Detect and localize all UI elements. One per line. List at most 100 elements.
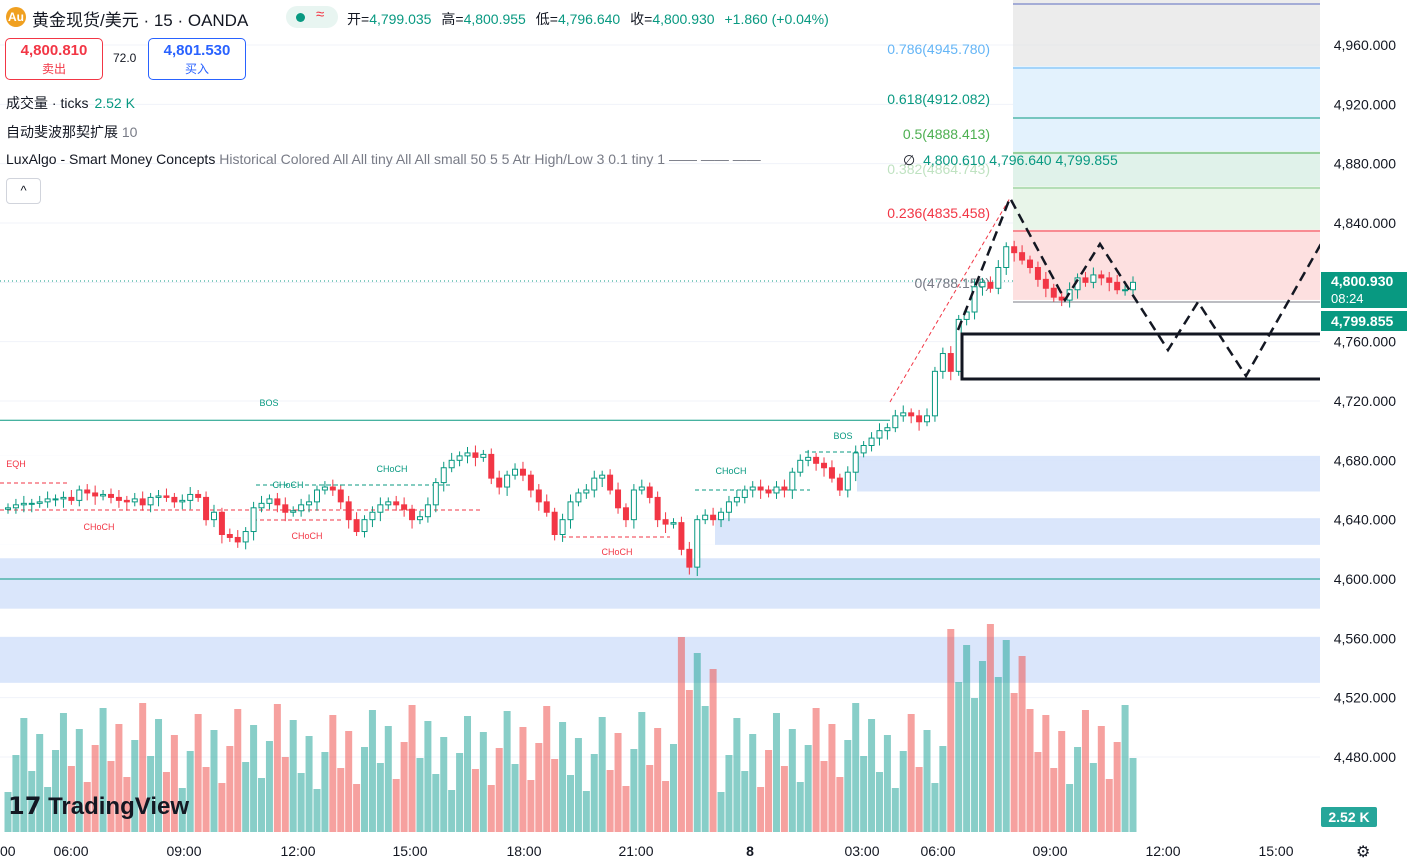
price-tick-label: 4,720.000 bbox=[1334, 393, 1396, 409]
gold-symbol-icon[interactable]: Au bbox=[6, 7, 26, 27]
candle-body bbox=[171, 496, 178, 503]
market-status-pill[interactable]: ≈ bbox=[286, 6, 338, 28]
indicator-fib[interactable]: 自动斐波那契扩展 10 bbox=[6, 124, 138, 140]
buy-price: 4,801.530 bbox=[163, 42, 231, 59]
order-block-zone bbox=[0, 558, 1320, 609]
volume-bar bbox=[654, 728, 662, 832]
volume-bar bbox=[67, 766, 75, 832]
candle-body bbox=[646, 486, 653, 498]
candle-body bbox=[931, 370, 938, 417]
volume-bar bbox=[194, 714, 202, 832]
volume-bar bbox=[907, 714, 915, 832]
candle-body bbox=[155, 495, 162, 498]
candle-body bbox=[1011, 246, 1018, 254]
volume-bar bbox=[337, 768, 345, 832]
candle-body bbox=[313, 489, 320, 503]
sell-button[interactable]: 4,800.810 卖出 bbox=[5, 38, 103, 80]
tradingview-logo[interactable]: 𝟭𝟳 TradingView bbox=[8, 793, 189, 820]
volume-bar bbox=[258, 778, 266, 832]
volume-bar bbox=[44, 787, 52, 832]
price-tick-label: 4,760.000 bbox=[1334, 334, 1396, 350]
symbol-title[interactable]: 黄金现货/美元 · 15 · OANDA bbox=[32, 11, 249, 30]
volume-bar bbox=[495, 748, 503, 832]
eqh-label: EQH bbox=[6, 459, 26, 469]
volume-bar bbox=[1018, 656, 1026, 832]
price-tick-label: 4,520.000 bbox=[1334, 690, 1396, 706]
volume-bar bbox=[567, 775, 574, 832]
price-tick-label: 4,960.000 bbox=[1334, 37, 1396, 53]
candle-body bbox=[464, 452, 471, 457]
volume-bar bbox=[1026, 709, 1034, 832]
candle-body bbox=[424, 504, 431, 518]
volume-bar bbox=[685, 690, 693, 832]
candle-body bbox=[139, 498, 146, 506]
volume-bar bbox=[677, 637, 685, 832]
candle-body bbox=[20, 502, 27, 506]
indicator-volume[interactable]: 成交量 · ticks 2.52 K bbox=[6, 95, 135, 111]
volume-bar bbox=[947, 629, 955, 832]
candle-body bbox=[5, 507, 11, 510]
candle-body bbox=[765, 489, 772, 494]
candle-body bbox=[995, 267, 1002, 289]
fib-band bbox=[1013, 229, 1320, 300]
volume-bar bbox=[12, 755, 20, 832]
candle-body bbox=[242, 531, 249, 543]
collapse-legend-button[interactable]: ^ bbox=[6, 178, 41, 204]
candle-body bbox=[876, 430, 883, 439]
candle-body bbox=[369, 511, 376, 521]
settings-gear-icon[interactable]: ⚙ bbox=[1356, 844, 1371, 861]
candle-body bbox=[187, 493, 194, 501]
time-tick-label: 09:00 bbox=[1032, 843, 1067, 859]
candle-body bbox=[662, 519, 669, 525]
candle-body bbox=[821, 462, 828, 469]
volume-bar bbox=[1113, 742, 1121, 832]
candle-body bbox=[892, 415, 899, 429]
indicator-luxalgo[interactable]: LuxAlgo - Smart Money Concepts Historica… bbox=[6, 151, 761, 167]
time-tick-label: 00 bbox=[0, 843, 16, 859]
volume-bar bbox=[1034, 752, 1042, 832]
choch-label: CHoCH bbox=[376, 464, 407, 474]
volume-bar bbox=[717, 792, 725, 832]
candle-body bbox=[757, 486, 764, 491]
volume-bar bbox=[836, 777, 844, 832]
fib-level-label: 0.5(4888.413) bbox=[903, 126, 990, 142]
volume-bar bbox=[749, 734, 757, 832]
volume-bar bbox=[162, 772, 170, 832]
bos-label: BOS bbox=[259, 398, 278, 408]
volume-bar bbox=[923, 730, 931, 832]
candle-body bbox=[551, 511, 558, 535]
volume-bar bbox=[242, 762, 250, 832]
candle-body bbox=[1003, 246, 1010, 269]
volume-bar bbox=[400, 742, 408, 832]
candle-body bbox=[1122, 289, 1129, 292]
volume-bar bbox=[868, 719, 876, 832]
zigzag-projection bbox=[956, 195, 1332, 379]
volume-bar bbox=[883, 735, 891, 832]
volume-bar bbox=[226, 746, 234, 832]
candle-body bbox=[900, 412, 907, 417]
candle-body bbox=[195, 493, 202, 498]
volume-bar bbox=[384, 726, 392, 832]
buy-button[interactable]: 4,801.530 买入 bbox=[148, 38, 246, 80]
volume-bar bbox=[20, 718, 28, 832]
fibonacci-extension: 0.786(4945.780) 0.618(4912.082) 0.5(4888.4… bbox=[887, 0, 1320, 403]
volume-bar bbox=[891, 788, 899, 832]
time-tick-label: 15:00 bbox=[392, 843, 427, 859]
sell-label: 卖出 bbox=[41, 62, 66, 76]
price-tick-label: 4,480.000 bbox=[1334, 749, 1396, 765]
volume-bar bbox=[368, 710, 376, 832]
candle-body bbox=[1130, 281, 1136, 291]
candle-body bbox=[1042, 278, 1049, 289]
candle-body bbox=[496, 477, 503, 488]
ohlc-readout: 开=4,799.035 高=4,800.955 低=4,796.640 收=4,… bbox=[347, 11, 829, 27]
volume-bar bbox=[424, 721, 432, 832]
volume-bar bbox=[1089, 763, 1097, 832]
candle-body bbox=[1019, 252, 1026, 261]
candle-body bbox=[385, 501, 392, 506]
candle-body bbox=[393, 501, 400, 506]
candle-body bbox=[282, 504, 289, 513]
volume-bar bbox=[75, 729, 83, 832]
candle-body bbox=[805, 456, 812, 461]
